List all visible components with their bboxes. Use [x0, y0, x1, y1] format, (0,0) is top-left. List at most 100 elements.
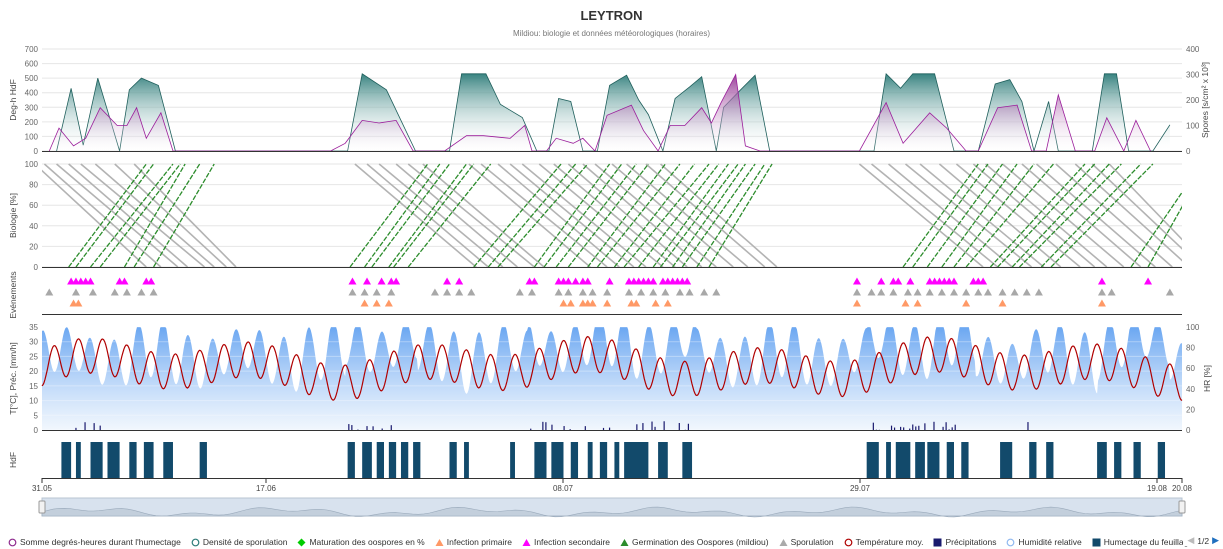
triangle-icon	[779, 538, 788, 546]
leaf-wetness-bar	[199, 442, 207, 478]
legend-item[interactable]: Germination des Oospores (mildiou)	[620, 537, 769, 547]
legend-item[interactable]: Infection secondaire	[522, 537, 610, 547]
leaf-wetness-bar	[1114, 442, 1122, 478]
sporulation-marker	[950, 288, 958, 296]
navigator-handle-right[interactable]	[1178, 500, 1186, 514]
sporulation-progress-line	[1035, 163, 1156, 268]
y-axis-label: HdF	[8, 452, 18, 468]
precipitation-bar	[608, 427, 611, 430]
leaf-wetness-bar	[658, 442, 668, 478]
infection-secondaire-marker	[348, 277, 357, 285]
legend-item[interactable]: Infection primaire	[435, 537, 512, 547]
y2-tick-label: 0	[1186, 147, 1191, 156]
sporulation-marker	[852, 288, 861, 296]
y2-axis-label: Spores [s/cm² x 10³]	[1200, 62, 1210, 138]
y-tick-label: 25	[29, 352, 38, 361]
sporulation-marker	[998, 288, 1007, 296]
precipitation-bar	[390, 425, 392, 430]
infection-progress-line	[497, 163, 589, 268]
sporulation-marker	[137, 288, 146, 296]
sporulation-marker	[564, 288, 573, 296]
legend-item[interactable]: Densité de sporulation	[191, 537, 288, 547]
legend-item[interactable]: Humidité relative	[1006, 537, 1082, 547]
legend: Somme degrés-heures durant l'humectage De…	[8, 535, 1223, 549]
precipitation-bar	[954, 424, 956, 430]
y-tick-label: 35	[29, 323, 38, 332]
leaf-wetness-bar	[1046, 442, 1054, 478]
sporulation-progress-line	[955, 163, 1081, 268]
infection-primaire-marker	[901, 299, 910, 307]
legend-item[interactable]: Humectage du feuillag	[1092, 537, 1188, 547]
sporulation-marker	[443, 288, 452, 296]
sporulation-marker	[937, 288, 946, 296]
sporulation-marker	[45, 288, 54, 296]
infection-secondaire-marker	[950, 277, 958, 285]
infection-secondaire-marker	[571, 277, 580, 285]
diamond-icon	[297, 538, 306, 546]
precipitation-bars	[75, 421, 1029, 430]
legend-item-label: Densité de sporulation	[202, 537, 288, 547]
sporulation-progress-line	[594, 163, 717, 268]
legend-item[interactable]: Somme degrés-heures durant l'humectage	[8, 537, 181, 547]
sporulation-progress-line	[887, 163, 1013, 268]
sporulation-progress-line	[1091, 163, 1182, 250]
infection-progress-line	[99, 163, 181, 268]
sporulation-marker	[387, 288, 396, 296]
precipitation-bar	[918, 425, 920, 430]
navigator-handle-left[interactable]	[38, 500, 46, 514]
precipitation-bar	[893, 427, 896, 430]
legend-item[interactable]: Précipitations	[933, 537, 996, 547]
sporulation-marker	[1022, 288, 1031, 296]
sporulation-marker	[578, 288, 587, 296]
precipitation-bar	[945, 422, 947, 430]
y-axis-label: T[°C], Préc. [mm/h]	[8, 342, 18, 414]
legend-item[interactable]: Température moy.	[844, 537, 923, 547]
legend-prev-arrow-icon[interactable]: ◀	[1187, 535, 1195, 545]
legend-next-arrow-icon[interactable]: ▶	[1212, 535, 1219, 545]
legend-item-label: Humidité relative	[1018, 537, 1082, 547]
infection-secondaire-marker	[530, 277, 539, 285]
infection-secondaire-marker	[605, 277, 614, 285]
infection-secondaire-marker	[649, 277, 658, 285]
infection-primaire-marker	[384, 299, 393, 307]
legend-item-label: Maturation des oospores en %	[309, 537, 425, 547]
leaf-wetness-bar	[163, 442, 173, 478]
infection-progress-line	[1130, 191, 1182, 268]
y2-tick-label: 20	[1186, 405, 1195, 414]
x-tick-label: 17.06	[256, 484, 277, 493]
sporulation-progress-line	[56, 163, 179, 268]
infection-progress-line	[638, 163, 720, 268]
sporulation-marker	[700, 288, 709, 296]
sporulation-progress-line	[80, 163, 206, 268]
temperature-line	[41, 335, 1183, 401]
sporulation-marker	[149, 288, 158, 296]
leaf-wetness-bar	[129, 442, 137, 478]
leaf-wetness-bar	[946, 442, 954, 478]
legend-item[interactable]: Maturation des oospores en %	[297, 537, 425, 547]
sporulation-progress-line	[919, 163, 1045, 268]
y-tick-label: 20	[29, 367, 38, 376]
legend-item-label: Infection primaire	[446, 537, 512, 547]
y-tick-label: 400	[25, 89, 39, 98]
infection-progress-line	[696, 163, 766, 268]
triangle-icon	[620, 538, 629, 546]
sporulation-progress-line	[43, 163, 162, 268]
precipitation-bar	[903, 427, 905, 430]
sporulation-progress-line	[1001, 163, 1125, 268]
infection-progress-line	[613, 163, 695, 268]
leaf-wetness-bar	[510, 442, 515, 478]
leaf-wetness-bar	[362, 442, 372, 478]
infection-secondaire-marker	[120, 277, 129, 285]
infection-progress-line	[123, 163, 186, 268]
legend-item[interactable]: Sporulation	[779, 537, 834, 547]
sporulation-progress-line	[553, 163, 676, 268]
sporulation-progress-line	[904, 163, 1033, 268]
infection-progress-line	[473, 163, 562, 268]
precipitation-bar	[351, 425, 353, 430]
sporulation-marker	[455, 288, 464, 296]
infection-primaire-marker	[632, 299, 641, 307]
y-axis-label: Evénements	[8, 271, 18, 318]
precipitation-bar	[75, 427, 77, 430]
precipitation-bar	[951, 427, 953, 430]
infection-progress-line	[989, 163, 1086, 268]
